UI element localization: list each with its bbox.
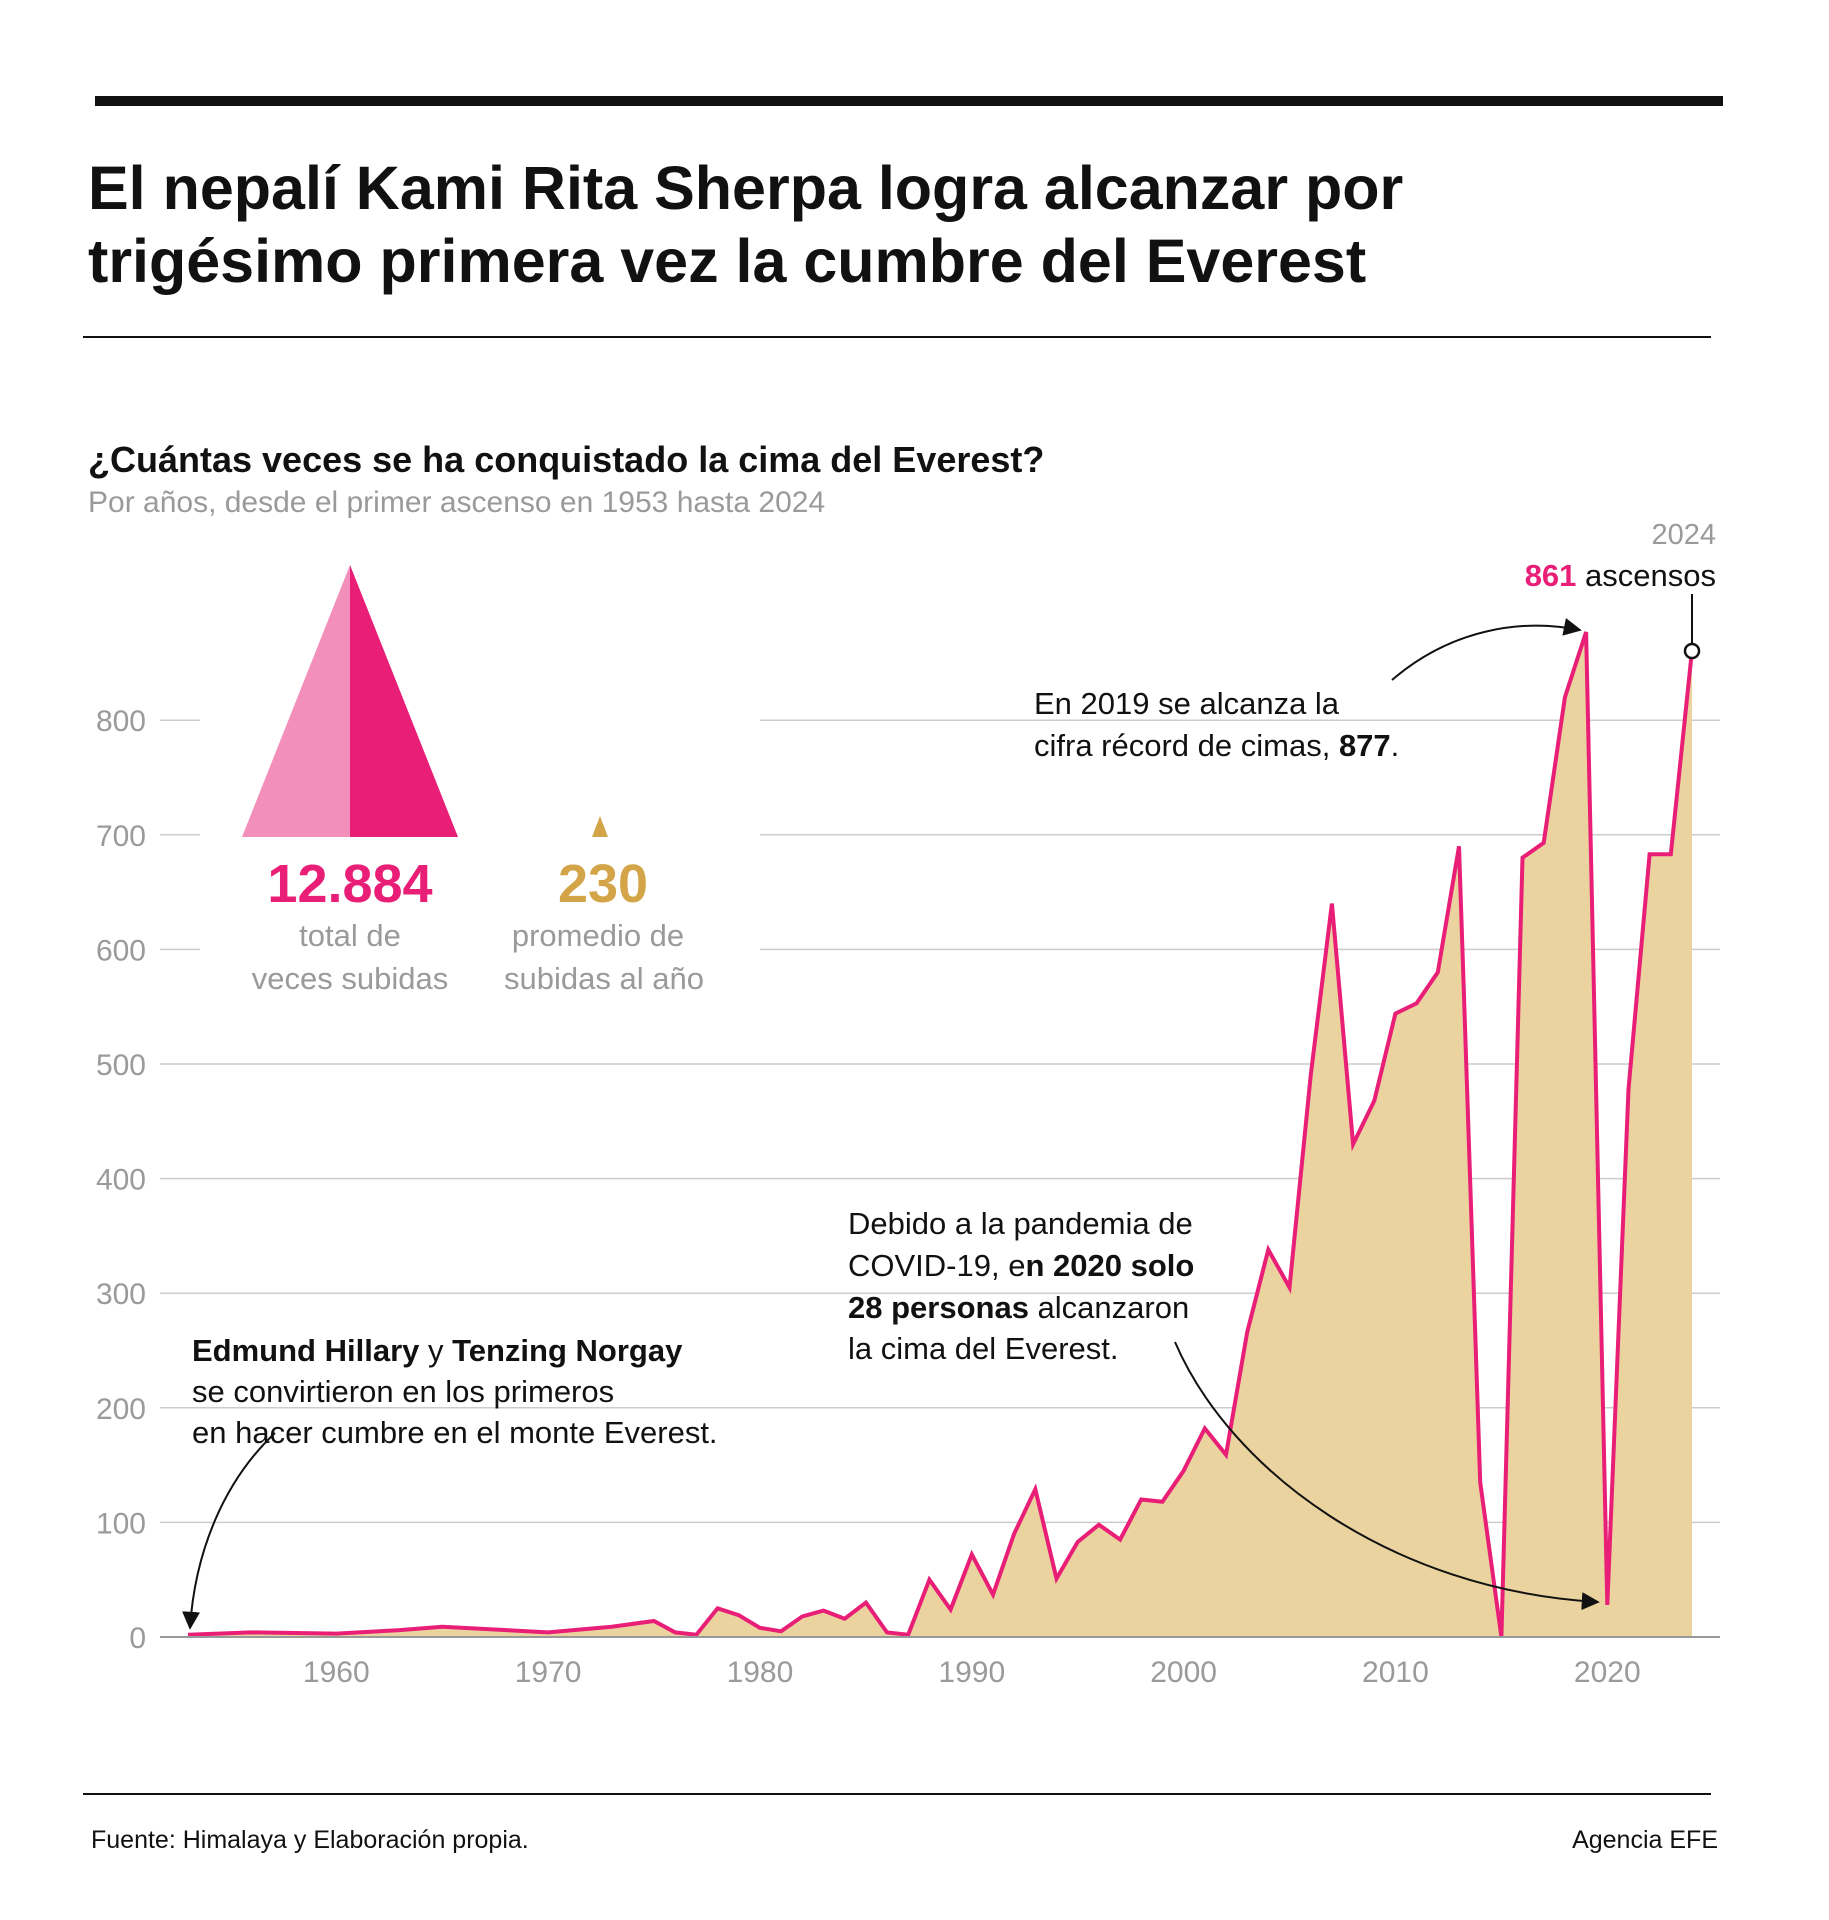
y-tick-label: 200 (96, 1393, 146, 1426)
x-tick-label: 1990 (938, 1656, 1005, 1689)
peak-annotation: 861 ascensos (1525, 558, 1716, 593)
covid-line-4: la cima del Everest. (848, 1331, 1119, 1366)
x-tick-label: 2020 (1574, 1656, 1641, 1689)
covid-arrow (1174, 1341, 1600, 1611)
total-triangle-dark (350, 565, 458, 837)
page-title: El nepalí Kami Rita Sherpa logra alcanza… (88, 152, 1748, 298)
chart-title: ¿Cuántas veces se ha conquistado la cima… (88, 439, 1045, 480)
title-divider (83, 336, 1711, 338)
x-tick-label: 2000 (1150, 1656, 1217, 1689)
peak-marker (1683, 642, 1701, 660)
y-tick-label: 600 (96, 934, 146, 967)
covid-line-3-text: alcanzaron (1029, 1290, 1189, 1325)
average-triangle (592, 816, 608, 837)
record-line-2: cifra récord de cimas, 877. (1034, 728, 1399, 763)
source-note: Fuente: Himalaya y Elaboración propia. (91, 1826, 529, 1854)
title-line-1: El nepalí Kami Rita Sherpa logra alcanza… (88, 154, 1404, 222)
total-value: 12.884 (267, 854, 432, 914)
x-tick-label: 1980 (727, 1656, 794, 1689)
covid-line-3: 28 personas alcanzaron (848, 1290, 1189, 1325)
record-arrow (1391, 618, 1582, 681)
peak-suffix: ascensos (1576, 558, 1716, 593)
title-line-2: trigésimo primera vez la cumbre del Ever… (88, 227, 1367, 295)
hillary-arrow (182, 1432, 276, 1630)
peak-year-label: 2024 (1651, 519, 1716, 551)
average-value: 230 (558, 854, 648, 914)
average-label-1: promedio de (512, 918, 684, 953)
area-fill (188, 632, 1692, 1637)
covid-line-2-text: COVID-19, e (848, 1248, 1025, 1283)
record-line-1: En 2019 se alcanza la (1034, 686, 1340, 721)
record-line-2-text: cifra récord de cimas, (1034, 728, 1339, 763)
footer-divider (83, 1793, 1711, 1795)
top-bar (95, 96, 1723, 106)
covid-line-1: Debido a la pandemia de (848, 1206, 1193, 1241)
y-axis-ticks: 0 100 200 300 400 500 600 700 800 (96, 705, 146, 1655)
x-tick-label: 1970 (515, 1656, 582, 1689)
y-tick-label: 300 (96, 1278, 146, 1311)
y-tick-label: 700 (96, 820, 146, 853)
y-tick-label: 400 (96, 1164, 146, 1197)
x-tick-label: 1960 (303, 1656, 370, 1689)
y-tick-label: 100 (96, 1507, 146, 1540)
hillary-line-2: se convirtieron en los primeros (192, 1374, 614, 1409)
total-label-1: total de (299, 918, 401, 953)
hillary-name: Edmund Hillary (192, 1333, 420, 1368)
chart-subtitle: Por años, desde el primer ascenso en 195… (88, 486, 826, 519)
hillary-line-1: Edmund Hillary y Tenzing Norgay (192, 1333, 683, 1368)
x-axis-ticks: 1960 1970 1980 1990 2000 2010 2020 (303, 1656, 1641, 1689)
record-end: . (1391, 728, 1400, 763)
y-tick-label: 0 (129, 1622, 146, 1655)
peak-value: 861 (1525, 558, 1577, 593)
y-tick-label: 500 (96, 1049, 146, 1082)
covid-line-3-bold: 28 personas (848, 1290, 1029, 1325)
agency-credit: Agencia EFE (1572, 1826, 1718, 1854)
covid-line-2-bold: n 2020 solo (1025, 1248, 1194, 1283)
covid-line-2: COVID-19, en 2020 solo (848, 1248, 1194, 1283)
hillary-and: y (419, 1333, 452, 1368)
record-value: 877 (1339, 728, 1391, 763)
hillary-line-3: en hacer cumbre en el monte Everest. (192, 1415, 718, 1450)
series-line (187, 631, 1694, 1638)
total-label-2: veces subidas (252, 961, 448, 996)
y-tick-label: 800 (96, 705, 146, 738)
norgay-name: Tenzing Norgay (452, 1333, 683, 1368)
average-label-2: subidas al año (504, 961, 704, 996)
total-triangle-light (242, 565, 350, 837)
x-tick-label: 2010 (1362, 1656, 1429, 1689)
